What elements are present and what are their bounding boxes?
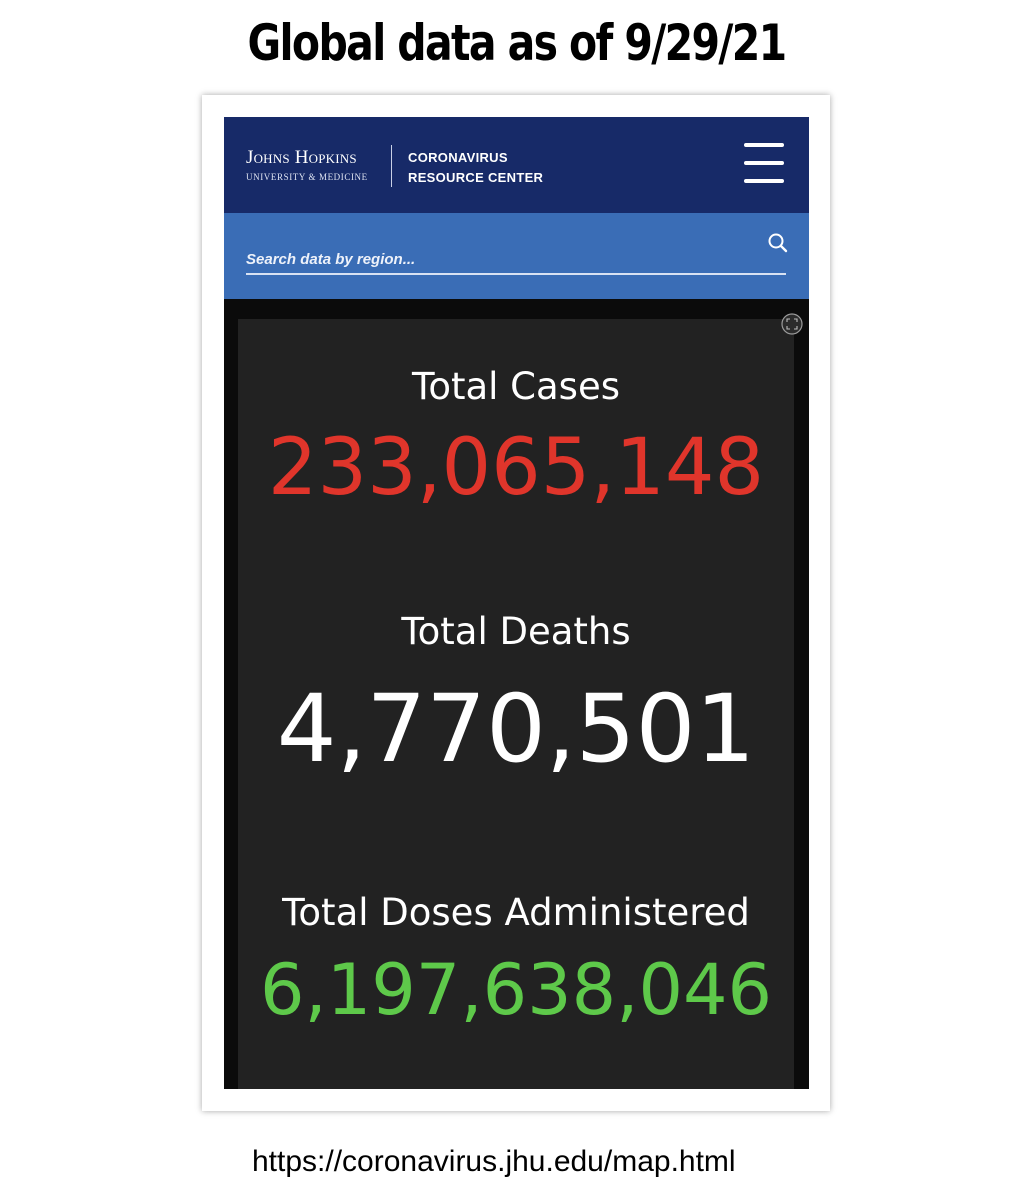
resource-center-name[interactable]: CORONAVIRUS RESOURCE CENTER — [408, 148, 543, 188]
search-icon[interactable] — [766, 231, 790, 255]
phone-screen: Johns Hopkins UNIVERSITY & MEDICINE CORO… — [224, 117, 809, 1089]
caption-title: Global data as of 9/29/21 — [247, 14, 788, 72]
source-url: https://coronavirus.jhu.edu/map.html — [252, 1145, 736, 1178]
total-deaths-value: 4,770,501 — [276, 675, 756, 784]
logo-main-text: Johns Hopkins — [246, 147, 357, 168]
expand-icon[interactable] — [781, 313, 803, 335]
search-input[interactable] — [246, 231, 786, 275]
total-doses-value: 6,197,638,046 — [259, 949, 773, 1031]
total-cases-label: Total Cases — [412, 365, 620, 408]
logo-sub-text: UNIVERSITY & MEDICINE — [246, 172, 368, 182]
total-deaths-label: Total Deaths — [401, 610, 631, 653]
hamburger-menu-icon[interactable] — [740, 141, 788, 187]
jhu-logo[interactable]: Johns Hopkins UNIVERSITY & MEDICINE — [246, 147, 368, 182]
logo-divider — [391, 145, 392, 187]
site-header: Johns Hopkins UNIVERSITY & MEDICINE CORO… — [224, 117, 809, 213]
center-name-line2: RESOURCE CENTER — [408, 170, 544, 185]
total-doses-label: Total Doses Administered — [282, 891, 750, 934]
stats-dashboard: Total Cases 233,065,148 Total Deaths 4,7… — [238, 319, 794, 1089]
total-cases-value: 233,065,148 — [267, 423, 765, 513]
center-name-line1: CORONAVIRUS — [408, 150, 508, 165]
search-bar — [224, 213, 809, 299]
